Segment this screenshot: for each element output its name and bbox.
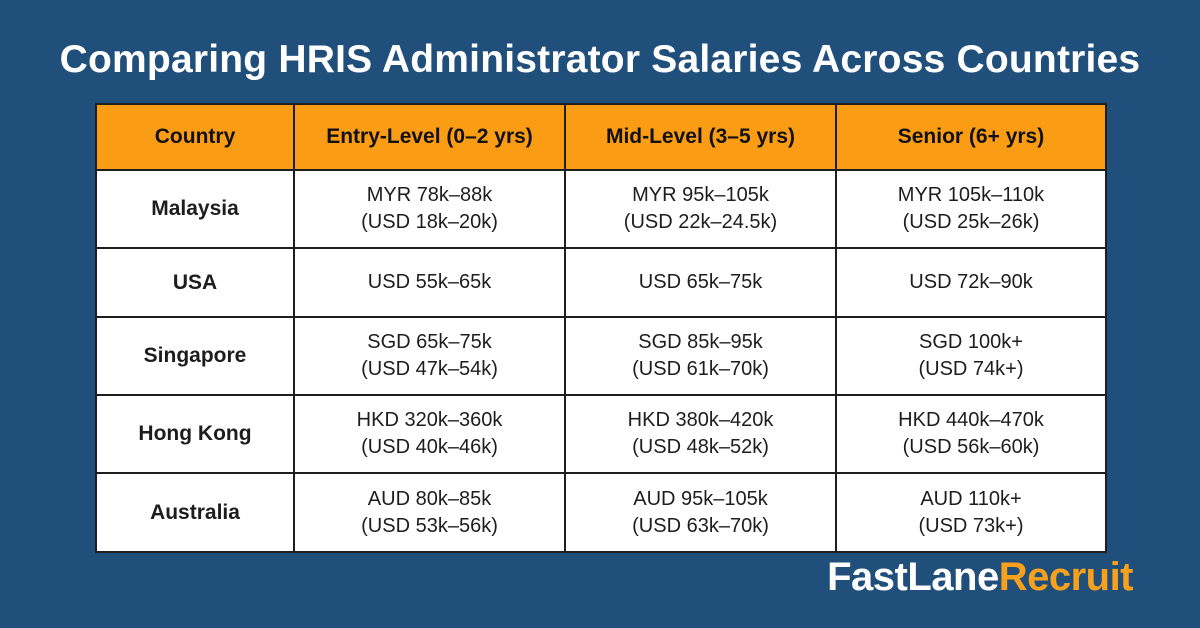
- salary-usd: (USD 63k–70k): [632, 514, 769, 537]
- salary-cell: SGD 100k+ (USD 74k+): [835, 316, 1107, 396]
- salary-usd: (USD 40k–46k): [361, 436, 498, 458]
- logo-fastlane: FastLane: [827, 555, 999, 599]
- country-cell: USA: [95, 247, 295, 318]
- salary-cell: AUD 80k–85k (USD 53k–56k): [293, 472, 566, 553]
- salary-comparison-table: Country Entry-Level (0–2 yrs) Mid-Level …: [95, 103, 1107, 553]
- salary-usd: (USD 47k–54k): [361, 358, 498, 380]
- salary-local: MYR 78k–88k: [366, 184, 493, 206]
- salary-usd: (USD 53k–56k): [361, 514, 498, 537]
- table-row-singapore: Singapore SGD 65k–75k (USD 47k–54k) SGD …: [95, 316, 1107, 396]
- salary-usd: (USD 56k–60k): [902, 436, 1040, 458]
- header-row: Country Entry-Level (0–2 yrs) Mid-Level …: [95, 103, 1107, 171]
- salary-cell: MYR 105k–110k (USD 25k–26k): [835, 169, 1107, 249]
- salary-cell: HKD 320k–360k (USD 40k–46k): [293, 394, 566, 474]
- salary-local: AUD 110k+: [920, 487, 1022, 510]
- salary-usd: (USD 74k+): [918, 358, 1024, 380]
- salary-cell: MYR 78k–88k (USD 18k–20k): [293, 169, 566, 249]
- salary-local: USD 55k–65k: [367, 271, 492, 293]
- salary-local: SGD 100k+: [919, 331, 1023, 353]
- salary-cell: USD 55k–65k: [293, 247, 566, 318]
- salary-local: HKD 320k–360k: [356, 409, 503, 431]
- country-cell: Hong Kong: [95, 394, 295, 474]
- salary-local: AUD 95k–105k: [633, 487, 768, 510]
- page-title: Comparing HRIS Administrator Salaries Ac…: [59, 38, 1141, 81]
- salary-local: SGD 85k–95k: [638, 331, 763, 353]
- salary-usd: (USD 48k–52k): [632, 436, 769, 458]
- salary-local: USD 72k–90k: [909, 271, 1033, 293]
- country-cell: Australia: [95, 472, 295, 553]
- salary-cell: AUD 95k–105k (USD 63k–70k): [564, 472, 837, 553]
- table-row-hong-kong: Hong Kong HKD 320k–360k (USD 40k–46k) HK…: [95, 394, 1107, 474]
- salary-cell: MYR 95k–105k (USD 22k–24.5k): [564, 169, 837, 249]
- table-row-australia: Australia AUD 80k–85k (USD 53k–56k) AUD …: [95, 472, 1107, 553]
- salary-cell: USD 72k–90k: [835, 247, 1107, 318]
- column-header-country: Country: [95, 103, 295, 171]
- salary-usd: (USD 22k–24.5k): [623, 211, 778, 233]
- salary-cell: USD 65k–75k: [564, 247, 837, 318]
- brand-logo: FastLaneRecruit: [827, 555, 1133, 600]
- salary-cell: HKD 440k–470k (USD 56k–60k): [835, 394, 1107, 474]
- salary-local: HKD 380k–420k: [627, 409, 774, 431]
- salary-local: MYR 95k–105k: [632, 184, 769, 206]
- table-body: Malaysia MYR 78k–88k (USD 18k–20k) MYR 9…: [95, 169, 1107, 553]
- table-header: Country Entry-Level (0–2 yrs) Mid-Level …: [95, 103, 1107, 171]
- salary-cell: HKD 380k–420k (USD 48k–52k): [564, 394, 837, 474]
- country-cell: Malaysia: [95, 169, 295, 249]
- salary-cell: SGD 65k–75k (USD 47k–54k): [293, 316, 566, 396]
- salary-cell: SGD 85k–95k (USD 61k–70k): [564, 316, 837, 396]
- salary-local: MYR 105k–110k: [897, 184, 1045, 206]
- column-header-entry-level: Entry-Level (0–2 yrs): [293, 103, 566, 171]
- table-row-malaysia: Malaysia MYR 78k–88k (USD 18k–20k) MYR 9…: [95, 169, 1107, 249]
- salary-local: SGD 65k–75k: [367, 331, 492, 353]
- salary-local: AUD 80k–85k: [367, 487, 492, 510]
- logo-recruit: Recruit: [998, 555, 1134, 599]
- salary-usd: (USD 25k–26k): [902, 211, 1040, 233]
- salary-cell: AUD 110k+ (USD 73k+): [835, 472, 1107, 553]
- table-row-usa: USA USD 55k–65k USD 65k–75k USD 72k–90k: [95, 247, 1107, 318]
- column-header-mid-level: Mid-Level (3–5 yrs): [564, 103, 837, 171]
- salary-local: HKD 440k–470k: [898, 409, 1044, 431]
- column-header-senior: Senior (6+ yrs): [835, 103, 1107, 171]
- salary-usd: (USD 61k–70k): [632, 358, 769, 380]
- salary-local: USD 65k–75k: [638, 271, 763, 293]
- salary-usd: (USD 18k–20k): [361, 211, 498, 233]
- country-cell: Singapore: [95, 316, 295, 396]
- salary-usd: (USD 73k+): [918, 514, 1024, 537]
